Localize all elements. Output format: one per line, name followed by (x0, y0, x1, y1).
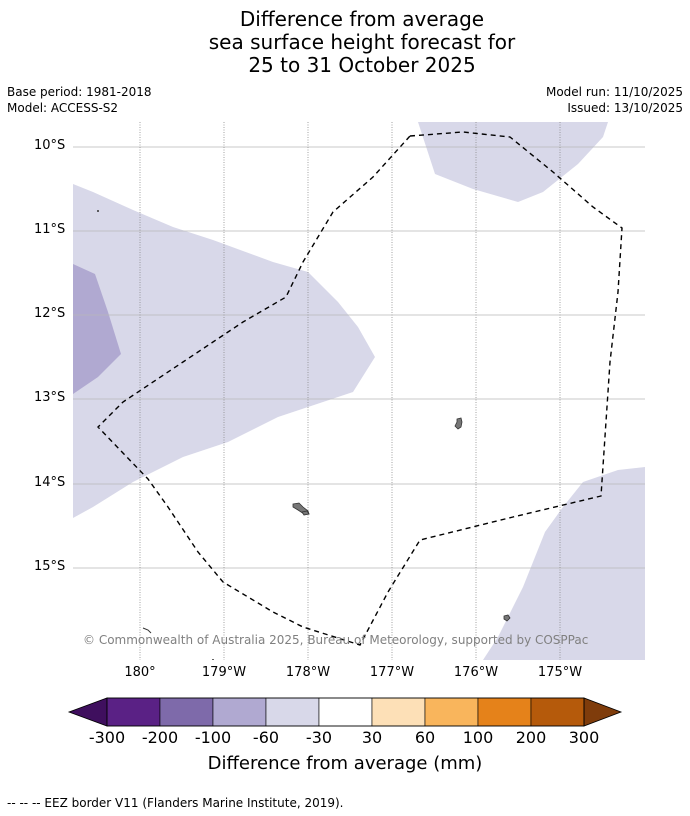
lat-gridlines (73, 146, 645, 569)
colorbar-tick: -100 (194, 728, 232, 747)
model-name: Model: ACCESS-S2 (7, 101, 119, 115)
colorbar-tick: -200 (141, 728, 179, 747)
lat-label-12s: 12°S (34, 306, 66, 321)
colorbar-tick: -60 (252, 728, 280, 747)
issued-date: Issued: 13/10/2025 (567, 101, 683, 115)
island-east (454, 417, 463, 430)
anomaly-region-southeast (483, 467, 645, 660)
model-run: Model run: 11/10/2025 (545, 85, 683, 99)
title-line-2: sea surface height forecast for (208, 30, 516, 54)
colorbar (67, 697, 623, 727)
title-line-3: 25 to 31 October 2025 (248, 53, 476, 77)
colorbar-tick: 60 (414, 728, 436, 747)
reef-southwest (142, 627, 152, 634)
colorbar-tick: 100 (462, 728, 494, 747)
lat-label-11s: 11°S (34, 222, 66, 237)
colorbar-frame (106, 697, 585, 727)
anomaly-region-west (73, 184, 375, 518)
islet-south (212, 659, 214, 660)
map-panel (73, 122, 645, 660)
meta-left: Base period: 1981-2018 Model: ACCESS-S2 (7, 84, 152, 116)
lon-label-180: 180° (124, 665, 156, 680)
colorbar-extend-low (67, 697, 108, 727)
islet-northwest (97, 210, 99, 212)
lat-label-13s: 13°S (34, 390, 66, 405)
copyright-notice: © Commonwealth of Australia 2025, Bureau… (83, 633, 589, 647)
colorbar-tick: 200 (515, 728, 547, 747)
lon-label-175w: 175°W (537, 665, 583, 680)
colorbar-bin-7 (424, 697, 479, 727)
lon-label-176w: 176°W (453, 665, 499, 680)
meta-right: Model run: 11/10/2025 Issued: 13/10/2025 (546, 84, 683, 116)
lat-label-14s: 14°S (34, 475, 66, 490)
colorbar-bin-6 (371, 697, 426, 727)
colorbar-extend-high (583, 697, 623, 727)
colorbar-title: Difference from average (mm) (207, 753, 483, 774)
colorbar-bin-3 (212, 697, 267, 727)
colorbar-bin-5 (318, 697, 373, 727)
colorbar-bin-8 (477, 697, 532, 727)
island-southeast (503, 614, 511, 622)
colorbar-bin-1 (106, 697, 161, 727)
lon-label-179w: 179°W (201, 665, 247, 680)
map-title: Difference from average sea surface heig… (0, 8, 690, 77)
lon-gridlines (139, 122, 561, 660)
anomaly-region-north (418, 122, 608, 202)
eez-legend-note: -- -- -- EEZ border V11 (Flanders Marine… (7, 796, 344, 810)
colorbar-tick: 30 (361, 728, 383, 747)
colorbar-tick: -300 (88, 728, 126, 747)
lon-label-177w: 177°W (369, 665, 415, 680)
base-period: Base period: 1981-2018 (7, 85, 152, 99)
colorbar-bin-2 (159, 697, 214, 727)
anomaly-region-west-darker (73, 264, 121, 394)
colorbar-tick: 300 (568, 728, 600, 747)
colorbar-bin-9 (530, 697, 585, 727)
island-central-small (301, 510, 310, 516)
colorbar-bin-4 (265, 697, 320, 727)
title-line-1: Difference from average (239, 7, 485, 31)
lat-label-10s: 10°S (34, 138, 66, 153)
lat-label-15s: 15°S (34, 559, 66, 574)
eez-border (97, 131, 623, 646)
colorbar-tick: -30 (305, 728, 333, 747)
lon-label-178w: 178°W (285, 665, 331, 680)
